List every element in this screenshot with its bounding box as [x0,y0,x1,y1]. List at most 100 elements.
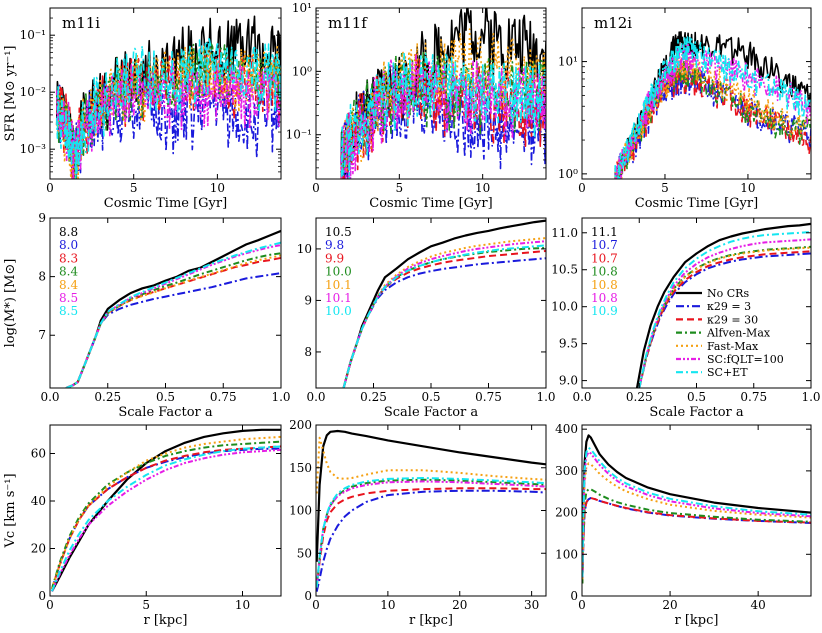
x-tick-label: 5 [396,181,404,195]
x-tick-label: 0.75 [740,390,767,404]
x-tick-label: 0.25 [94,390,121,404]
y-tick-label: 20 [31,542,46,556]
legend-label: Fast-Max [707,340,759,353]
series-line [55,48,281,179]
series-line [50,448,281,592]
final-mass-annotation: 10.7 [591,251,618,265]
panel-mstar-m12i: 0.0 0.25 0.5 0.75 1.0 9.0 9.5 10.0 10.5 11.0 Scale… [551,217,821,420]
series-group [582,434,811,584]
y-tick-label: 10.0 [551,300,578,314]
series-group [55,15,281,179]
y-tick-label: 10⁰ [558,167,578,181]
legend-label: SC+ET [707,366,748,379]
y-tick-label: 8 [304,345,312,359]
series-group [635,222,811,388]
final-mass-annotation: 10.5 [325,225,352,239]
x-tick-label: 0.0 [40,390,59,404]
y-tick-label: 10¹ [558,55,578,69]
series-line [614,65,811,179]
final-mass-annotation: 10.8 [591,265,618,279]
series-group [50,428,281,592]
x-axis-label: Cosmic Time [Gyr] [369,196,492,211]
y-tick-label: 0 [304,589,312,603]
legend-label: κ29 = 30 [707,313,758,326]
series-line [340,52,546,179]
series-line [316,436,546,494]
y-tick-label: 300 [555,464,578,478]
axes-frame [315,424,547,597]
y-tick-label: 100 [289,504,312,518]
series-line [342,250,546,388]
series-line [582,446,811,578]
x-tick-label: 40 [751,598,766,612]
x-tick-label: 0.0 [572,390,591,404]
series-line [55,36,281,179]
panel-title: m11f [328,14,368,32]
y-tick-label: 150 [289,461,312,475]
x-axis-label: Scale Factor a [384,405,478,420]
series-line [316,429,546,562]
x-tick-label: 30 [524,598,539,612]
final-mass-annotation: 10.8 [591,291,618,305]
series-group [614,31,811,179]
y-tick-label: 40 [31,494,46,508]
y-axis-label: log(M*) [M⊙] [3,259,18,348]
x-tick-label: 10 [740,181,755,195]
x-axis-label: r [kpc] [675,613,719,628]
x-tick-label: 1.0 [536,390,555,404]
y-tick-label: 9 [304,293,312,307]
series-line [342,257,546,388]
panel-sfr-m11f: 0 5 10 10⁻¹ 10⁰ 10¹ Cosmic Time [Gyr] m11f [286,1,547,211]
x-tick-label: 0 [578,598,586,612]
series-line [316,487,546,588]
y-tick-label: 10⁻¹ [286,128,312,142]
panel-vc-m11i: 0 5 10 0 20 40 60 r [kpc] Vc [km s⁻¹] [3,424,282,628]
final-mass-annotation: 9.9 [325,251,344,265]
axes-frame [49,424,282,597]
series-line [638,238,811,388]
series-line [635,222,811,388]
x-tick-label: 0.25 [626,390,653,404]
x-tick-label: 10 [210,181,225,195]
final-mass-annotation: 10.0 [325,265,352,279]
series-line [582,497,811,584]
y-tick-label: 50 [297,546,312,560]
x-tick-label: 10 [380,598,395,612]
panel-mstar-m11i: 0.0 0.25 0.5 0.75 1.0 7 8 9 Scale Factor a log(M*… [3,211,291,420]
x-axis-label: Cosmic Time [Gyr] [104,196,227,211]
series-line [340,28,546,179]
x-tick-label: 1.0 [271,390,290,404]
panel-vc-m11f: 0 10 20 30 0 50 100 150 200 r [kpc] [289,418,547,628]
x-tick-label: 5 [130,181,138,195]
series-group [342,219,546,388]
y-tick-label: 11.0 [551,226,578,240]
y-tick-label: 10⁻³ [20,142,47,156]
y-tick-label: 9.0 [559,374,578,388]
final-mass-annotation: 8.5 [59,304,78,318]
series-line [316,489,546,592]
final-mass-annotation: 10.8 [591,278,618,292]
panel-sfr-m11i: 0 5 10 10⁻³ 10⁻² 10⁻¹ Cosmic Time [Gyr] SFR [M⊙… [3,7,282,211]
final-mass-annotation: 8.5 [59,291,78,305]
legend-label: No CRs [707,287,749,300]
series-line [65,254,281,388]
y-tick-label: 10¹ [292,1,312,15]
y-tick-label: 8 [38,270,46,284]
series-line [615,43,811,179]
final-mass-annotation: 8.0 [59,238,78,252]
x-axis-label: r [kpc] [409,613,453,628]
y-tick-label: 10 [297,242,312,256]
final-mass-annotation: 10.9 [591,304,618,318]
series-line [55,44,281,179]
x-tick-label: 0 [46,598,54,612]
axes-frame [315,7,547,180]
series-line [65,229,281,388]
x-axis-label: Scale Factor a [649,405,743,420]
x-tick-label: 0 [46,181,54,195]
y-tick-label: 400 [555,422,578,436]
series-line [342,244,546,388]
x-tick-label: 1.0 [801,390,820,404]
